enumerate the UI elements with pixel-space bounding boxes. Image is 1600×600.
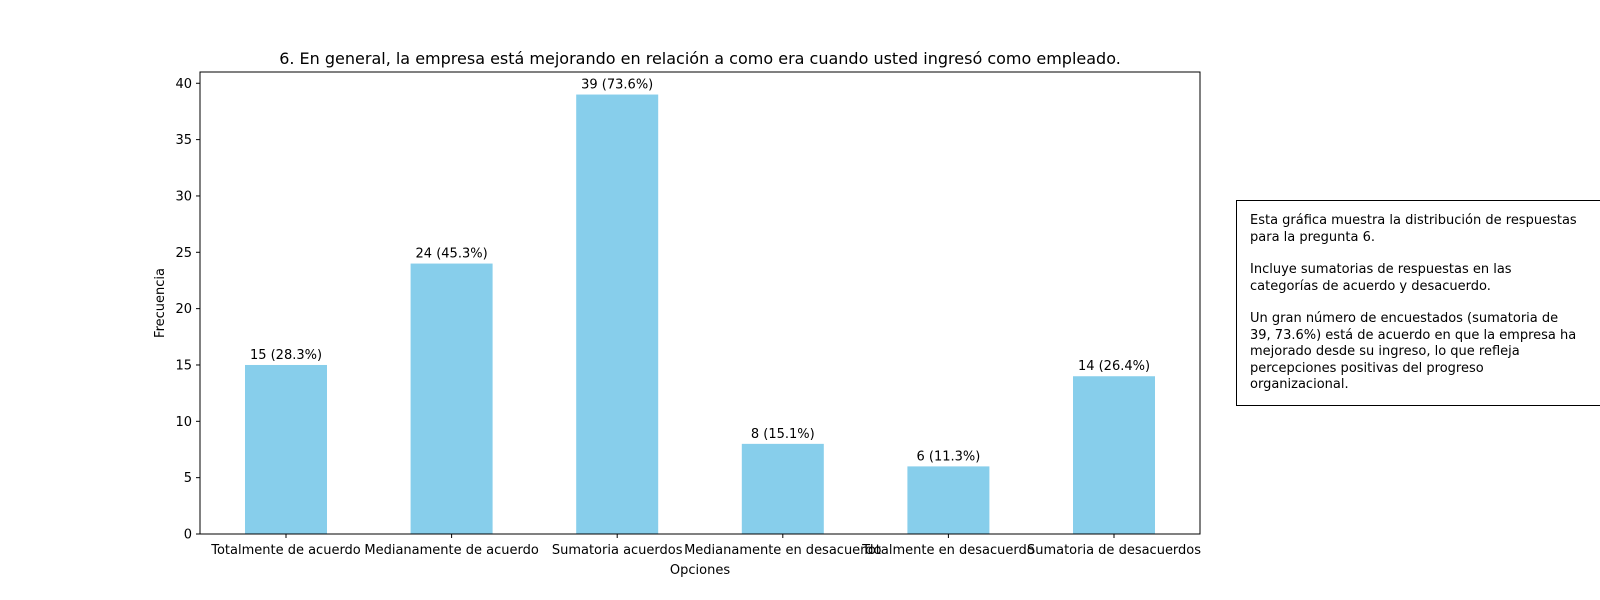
x-tick-label: Sumatoria acuerdos [552,543,683,558]
annotation-box: Esta gráfica muestra la distribución de … [1236,200,1600,406]
y-tick-label: 20 [175,302,192,317]
bar [410,263,493,534]
chart-title: 6. En general, la empresa está mejorando… [279,49,1121,68]
y-tick-label: 10 [175,415,192,430]
y-tick-label: 0 [184,528,192,543]
annotation-paragraph: Un gran número de encuestados (sumatoria… [1250,311,1577,392]
x-axis-label: Opciones [670,563,730,578]
bar [1073,376,1155,534]
y-tick-label: 30 [175,189,192,204]
x-tick-label: Totalmente de acuerdo [210,543,361,558]
x-tick-label: Totalmente en desacuerdo [861,543,1035,558]
y-tick-label: 35 [175,133,192,148]
bar [907,466,990,534]
bar-data-label: 39 (73.6%) [581,78,653,93]
annotation-paragraph: Incluye sumatorias de respuestas en las … [1250,262,1512,294]
plot-frame [199,71,1201,535]
bar [741,443,824,534]
bar-data-label: 15 (28.3%) [250,348,322,363]
bar-data-label: 8 (15.1%) [751,427,815,442]
y-tick-label: 25 [175,246,192,261]
bar-data-label: 14 (26.4%) [1078,359,1150,374]
bar [245,364,327,534]
y-tick-label: 40 [175,77,192,92]
bar-data-label: 6 (11.3%) [916,449,980,464]
x-tick-label: Sumatoria de desacuerdos [1027,543,1201,558]
x-tick-label: Medianamente de acuerdo [364,543,538,558]
y-tick-label: 5 [184,471,192,486]
annotation-paragraph: Esta gráfica muestra la distribución de … [1250,213,1577,245]
y-axis-label: Frecuencia [153,268,168,338]
y-tick-label: 15 [175,358,192,373]
bar-data-label: 24 (45.3%) [416,247,488,262]
bar [576,94,659,534]
x-tick-label: Medianamente en desacuerdo [684,543,881,558]
